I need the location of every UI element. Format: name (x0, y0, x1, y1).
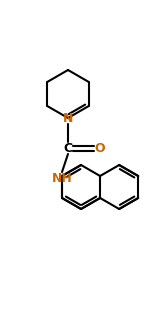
Text: NH: NH (52, 171, 72, 184)
Text: C: C (63, 142, 73, 154)
Text: O: O (95, 142, 105, 154)
Text: N: N (63, 112, 73, 125)
